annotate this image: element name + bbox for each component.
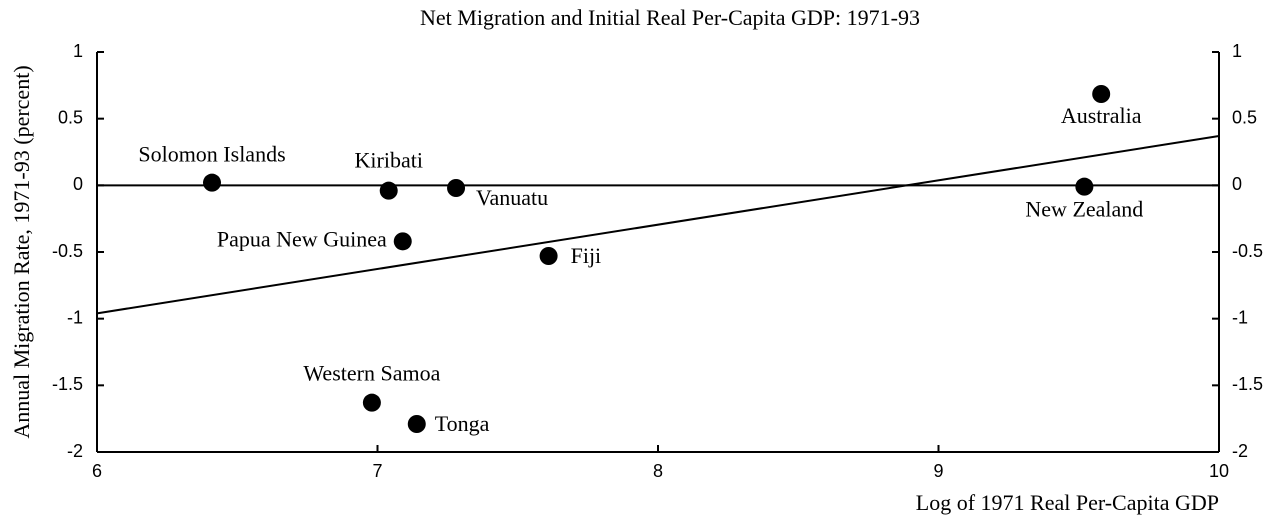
point <box>407 415 426 433</box>
y-tick-label: 0 <box>73 174 83 194</box>
point-label: Fiji <box>571 243 602 268</box>
point-label: Australia <box>1061 103 1142 128</box>
point <box>393 232 412 251</box>
y-tick-label: -1 <box>67 307 83 327</box>
point-label: Tonga <box>435 411 490 436</box>
x-tick-label: 8 <box>653 461 663 481</box>
point-label: New Zealand <box>1025 197 1143 222</box>
x-tick-label: 9 <box>933 461 943 481</box>
point <box>1092 85 1111 103</box>
y-axis-label: Annual Migration Rate, 1971-93 (percent) <box>9 65 34 438</box>
point <box>539 247 558 265</box>
y-tick-label: -0.5 <box>52 241 83 261</box>
y2-tick-label: 0.5 <box>1232 107 1257 127</box>
y2-tick-label: -2 <box>1232 441 1248 461</box>
point <box>1075 177 1094 196</box>
point <box>379 181 398 200</box>
y2-tick-label: -1 <box>1232 307 1248 327</box>
y-tick-label: 0.5 <box>58 107 83 127</box>
fit-line <box>96 135 1220 315</box>
point <box>203 173 222 192</box>
y2-tick-label: -1.5 <box>1232 374 1263 394</box>
y-tick-label: -2 <box>67 441 83 461</box>
x-tick-label: 7 <box>372 461 382 481</box>
point-label: Kiribati <box>355 148 423 173</box>
point-label: Western Samoa <box>303 361 440 386</box>
chart-title: Net Migration and Initial Real Per-Capit… <box>420 5 920 30</box>
y-tick-label: -1.5 <box>52 374 83 394</box>
point-label: Vanuatu <box>476 185 548 210</box>
x-tick-label: 6 <box>92 461 102 481</box>
point <box>447 179 466 197</box>
x-axis-label: Log of 1971 Real Per-Capita GDP <box>916 490 1219 515</box>
y2-tick-label: -0.5 <box>1232 241 1263 261</box>
x-tick-label: 10 <box>1209 461 1229 481</box>
point <box>362 393 381 412</box>
y2-tick-label: 1 <box>1232 41 1242 61</box>
y-tick-label: 1 <box>73 41 83 61</box>
point-label: Solomon Islands <box>138 142 285 167</box>
y2-tick-label: 0 <box>1232 174 1242 194</box>
point-label: Papua New Guinea <box>217 226 387 251</box>
